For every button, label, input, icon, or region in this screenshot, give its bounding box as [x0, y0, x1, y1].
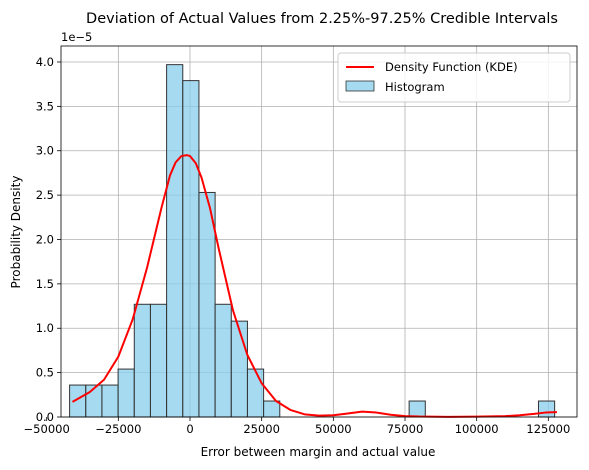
x-axis-label: Error between margin and actual value	[201, 445, 436, 459]
y-tick-label: 3.0	[36, 144, 54, 158]
histogram-bar	[537, 400, 556, 418]
x-tick-label: −50000	[24, 422, 70, 436]
x-tick-label: 0	[186, 422, 193, 436]
histogram-bar	[133, 303, 151, 418]
y-offset-label: 1e−5	[61, 30, 92, 44]
legend-kde-label: Density Function (KDE)	[385, 60, 518, 74]
y-tick-label: 2.0	[36, 232, 54, 246]
legend-histogram-swatch	[345, 80, 375, 92]
y-tick-label: 1.0	[36, 321, 54, 335]
y-tick-label: 0.5	[36, 366, 54, 380]
histogram-bar	[246, 368, 265, 418]
y-tick-label: 2.5	[36, 188, 54, 202]
x-tick-label: 75000	[387, 422, 424, 436]
histogram-bar	[117, 368, 135, 418]
histogram-bar	[101, 384, 119, 418]
legend: Density Function (KDE) Histogram	[337, 52, 571, 103]
histogram-bar	[198, 191, 216, 418]
histogram-bar	[149, 303, 168, 418]
x-tick-label: −25000	[95, 422, 141, 436]
y-tick-label: 0.0	[36, 410, 54, 424]
plot-frame	[60, 45, 578, 418]
histogram-bar	[408, 400, 426, 418]
legend-box	[337, 52, 571, 103]
x-tick-label: 100000	[455, 422, 499, 436]
y-tick-label: 1.5	[36, 277, 54, 291]
histogram-bar	[166, 64, 184, 418]
histogram-bar	[230, 320, 248, 418]
chart-title: Deviation of Actual Values from 2.25%-97…	[86, 11, 558, 27]
axis-ticks: −50000 −25000 0 25000 50000 75000 100000 125000…	[24, 55, 571, 436]
histogram-bar	[182, 80, 200, 418]
histogram-bar	[263, 400, 281, 418]
histogram-bar	[214, 303, 232, 418]
histogram-bars	[69, 64, 556, 418]
legend-histogram-label: Histogram	[385, 80, 445, 94]
x-tick-label: 125000	[526, 422, 570, 436]
y-axis-label: Probability Density	[9, 176, 23, 289]
x-tick-label: 25000	[243, 422, 280, 436]
y-tick-label: 4.0	[36, 55, 54, 69]
x-tick-label: 50000	[315, 422, 352, 436]
grid	[61, 46, 577, 418]
y-tick-label: 3.5	[36, 99, 54, 113]
